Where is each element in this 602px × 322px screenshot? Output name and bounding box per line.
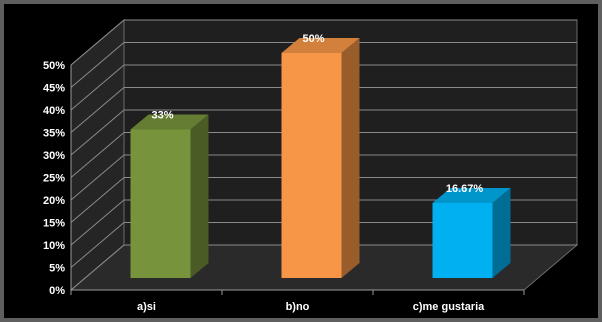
bar-top: [130, 114, 209, 130]
y-tick-label: 35%: [43, 128, 65, 140]
gridline: [70, 199, 577, 246]
bar-top: [432, 187, 511, 203]
bar-3: [432, 187, 511, 278]
y-tick-label: 50%: [43, 60, 65, 72]
y-tick-label: 30%: [43, 150, 65, 162]
bar-2: [281, 38, 360, 278]
bar-chart: 0% 5% 10% 15% 20% 25% 30% 35% 40% 45% 50% 33% a)si 50…: [43, 18, 579, 313]
bar-1: [130, 114, 209, 278]
bar-side: [492, 187, 511, 278]
bar-front: [130, 129, 191, 278]
gridline: [70, 109, 577, 156]
category-label: c)me gustaria: [413, 301, 485, 313]
y-tick-label: 15%: [43, 218, 65, 230]
gridline: [70, 132, 577, 178]
gridline: [70, 64, 577, 111]
gridline: [70, 222, 577, 268]
bar-side: [190, 114, 209, 278]
y-tick-label: 40%: [43, 105, 65, 117]
data-label: 16.67%: [446, 183, 484, 195]
data-label: 33%: [151, 110, 173, 122]
gridline: [70, 154, 577, 201]
gridline: [70, 87, 577, 133]
gridline: [70, 19, 577, 66]
gridline: [70, 42, 577, 88]
gridline: [70, 177, 577, 223]
chart-area: 0% 5% 10% 15% 20% 25% 30% 35% 40% 45% 50% 33% a)si 50…: [4, 4, 598, 318]
gridline: [70, 244, 577, 291]
category-label: b)no: [286, 301, 310, 313]
category-label: a)si: [137, 301, 156, 313]
bar-front: [432, 202, 493, 278]
y-tick-label: 45%: [43, 83, 65, 95]
y-tick-label: 20%: [43, 195, 65, 207]
bar-front: [281, 53, 342, 278]
y-tick-label: 0%: [49, 285, 65, 297]
bar-top: [281, 38, 360, 53]
data-label: 50%: [302, 33, 324, 45]
y-tick-label: 5%: [49, 263, 65, 275]
bar-side: [341, 38, 360, 278]
y-tick-label: 10%: [43, 240, 65, 252]
y-tick-label: 25%: [43, 173, 65, 185]
